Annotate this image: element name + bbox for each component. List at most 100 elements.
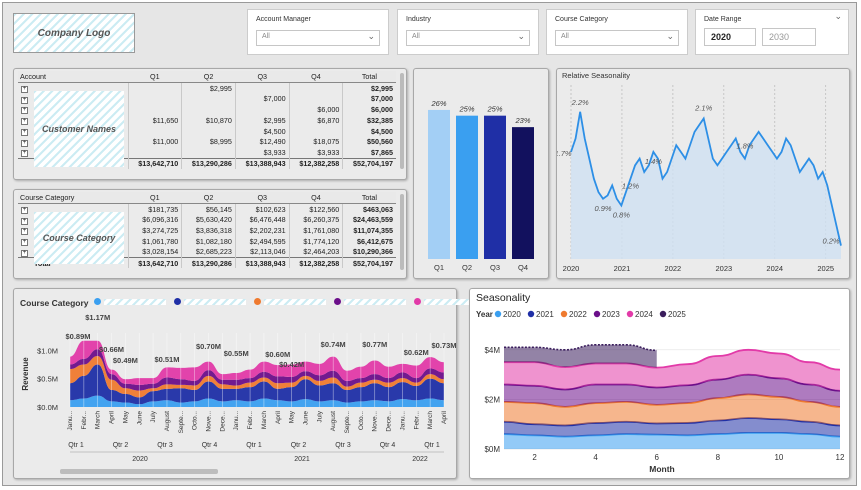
column-header[interactable]: Q4 (289, 71, 343, 83)
column-header[interactable]: Q1 (128, 71, 182, 83)
area-series-2025[interactable] (504, 344, 657, 368)
column-header[interactable]: Q3 (235, 192, 290, 204)
horizontal-scrollbar[interactable] (60, 469, 218, 474)
data-label: $0.89M (65, 332, 90, 341)
table-row: + $2,995 $2,995 (18, 82, 396, 94)
legend-dot-icon[interactable] (494, 310, 502, 318)
area-series-2024[interactable] (504, 349, 840, 391)
table-cell (181, 93, 236, 105)
chevron-down-icon: ⌄ (367, 31, 375, 41)
legend-dot-icon[interactable] (593, 310, 601, 318)
month-label: April (441, 410, 448, 424)
table-cell (127, 125, 182, 137)
expand-icon[interactable]: + (21, 207, 28, 215)
expand-icon[interactable]: + (21, 217, 28, 225)
month-label: Septe... (344, 411, 351, 434)
series-line[interactable] (570, 111, 842, 246)
table-cell: $2,685,223 (181, 246, 236, 258)
table-cell (288, 82, 343, 94)
date-to-input[interactable]: 2030 (762, 28, 816, 46)
expand-icon[interactable]: + (21, 150, 28, 158)
expand-icon[interactable]: + (21, 228, 28, 236)
legend-item[interactable] (94, 298, 170, 306)
bar-q3[interactable] (484, 115, 506, 259)
stream-series[interactable] (70, 356, 444, 398)
table-cell: $6,096,316 (127, 214, 182, 226)
legend-dot-icon[interactable] (659, 310, 667, 318)
expand-icon[interactable]: + (21, 118, 28, 126)
legend-label[interactable]: 2023 (602, 310, 620, 319)
date-from-input[interactable]: 2020 (704, 28, 756, 46)
expand-icon[interactable]: + (21, 249, 28, 257)
legend-dot-icon[interactable] (626, 310, 634, 318)
data-label: $0.74M (321, 340, 346, 349)
expand-icon[interactable]: + (21, 139, 28, 147)
column-header[interactable]: Total (342, 192, 396, 204)
legend-label[interactable]: 2022 (569, 310, 587, 319)
vertical-scrollbar[interactable] (400, 194, 404, 270)
column-header[interactable]: Q2 (181, 192, 236, 204)
legend-label[interactable]: 2020 (503, 310, 521, 319)
course-category-slicer[interactable]: Course Category All ⌄ (546, 9, 688, 55)
table-cell: $11,000 (127, 136, 182, 148)
bar-q2[interactable] (456, 115, 478, 259)
quarter-label: Qtr 2 (291, 442, 307, 449)
stream-series[interactable] (70, 349, 444, 391)
expand-icon[interactable]: + (21, 129, 28, 137)
stream-series[interactable] (70, 395, 444, 407)
expand-icon[interactable]: + (21, 86, 28, 94)
column-header[interactable]: Course Category (18, 192, 128, 204)
month-label: Febr... (81, 411, 88, 430)
legend-item[interactable] (254, 298, 330, 306)
table-cell: $4,500 (342, 125, 396, 137)
chevron-down-icon[interactable]: ⌄ (834, 11, 842, 21)
expand-icon[interactable]: + (21, 239, 28, 247)
area-series-2020[interactable] (504, 432, 840, 449)
column-header[interactable]: Account (18, 71, 128, 83)
expand-icon[interactable]: + (21, 96, 28, 104)
account-manager-slicer[interactable]: Account Manager All ⌄ (247, 9, 389, 55)
relative-seasonality-svg: 2020 2021 2022 2023 2024 2025 2.2% 1.7% 0.9%0.8%… (557, 85, 842, 273)
bar-q4[interactable] (512, 127, 534, 259)
x-tick-label: 2025 (817, 264, 834, 273)
table-cell: $181,735 (127, 203, 182, 215)
area-series-2022[interactable] (504, 394, 840, 426)
table-cell: $7,000 (234, 93, 290, 105)
slicer-value: All (262, 33, 270, 40)
quarter-label: Qtr 3 (157, 442, 173, 449)
legend-label[interactable]: 2024 (635, 310, 653, 319)
legend-dot-icon[interactable] (527, 310, 535, 318)
legend-item[interactable] (174, 298, 250, 306)
table-cell: $10,870 (181, 114, 236, 126)
bar-q1[interactable] (428, 109, 450, 259)
column-header[interactable]: Q3 (235, 71, 290, 83)
account-manager-dropdown[interactable]: All ⌄ (256, 30, 380, 46)
vertical-scrollbar[interactable] (400, 73, 404, 169)
month-label: Janu... (233, 411, 240, 431)
area-series-2023[interactable] (504, 374, 840, 407)
legend-item[interactable] (334, 298, 410, 306)
legend-label[interactable]: 2025 (668, 310, 686, 319)
column-header[interactable]: Q1 (128, 192, 182, 204)
legend-dot-icon[interactable] (560, 310, 568, 318)
course-category-dropdown[interactable]: All ⌄ (555, 30, 679, 46)
table-row: + $6,096,316 $5,630,420 $6,476,448 $6,260,37… (18, 214, 396, 226)
column-header[interactable]: Q4 (289, 192, 343, 204)
account-table: Account Q1 Q2 Q3 Q4 Total + $2,995 $2,995 + $7,00… (18, 71, 396, 169)
stream-series[interactable] (70, 340, 444, 385)
data-label: $0.66M (99, 345, 124, 354)
date-range-slicer[interactable]: Date Range ⌄ 2020 2030 (695, 9, 849, 55)
expand-icon[interactable]: + (21, 107, 28, 115)
legend-item[interactable] (414, 298, 490, 306)
legend-label[interactable]: 2021 (536, 310, 554, 319)
month-label: April (109, 410, 116, 424)
industry-dropdown[interactable]: All ⌄ (406, 30, 530, 46)
column-header[interactable]: Total (342, 71, 396, 83)
data-annotation: 2.1% (694, 103, 712, 112)
area-series-2021[interactable] (504, 418, 840, 437)
x-tick-label: 2023 (715, 264, 732, 273)
table-row: + $11,000 $8,995 $12,490 $18,075 $50,560 (18, 136, 396, 148)
company-logo: Company Logo (13, 13, 135, 53)
industry-slicer[interactable]: Industry All ⌄ (397, 9, 539, 55)
column-header[interactable]: Q2 (181, 71, 236, 83)
